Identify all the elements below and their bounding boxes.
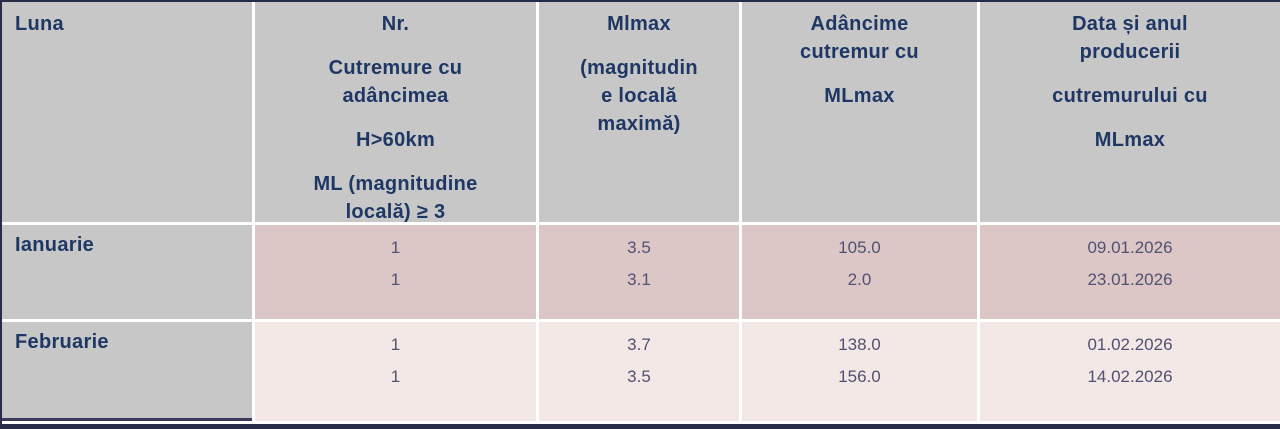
header-line: Nr. — [381, 13, 410, 35]
cell-ianuarie-depth: 105.0 2.0 — [742, 225, 977, 319]
column-header-nr-cutremure: Nr. Cutremure cu adâncimea H>60km ML (ma… — [255, 2, 536, 222]
cell-ianuarie-nr: 1 1 — [255, 225, 536, 319]
value-nr: 1 — [390, 335, 401, 354]
value-depth: 138.0 — [838, 335, 881, 354]
header-line: Luna — [15, 13, 64, 35]
value-depth: 156.0 — [838, 367, 881, 386]
value-nr: 1 — [390, 270, 401, 289]
value-date: 09.01.2026 — [1087, 238, 1173, 257]
header-line: (magnitudin — [580, 57, 698, 79]
header-line: H>60km — [355, 129, 436, 151]
cell-ianuarie-mlmax: 3.5 3.1 — [539, 225, 739, 319]
cell-februarie-mlmax: 3.7 3.5 — [539, 322, 739, 421]
header-line: Adâncime — [810, 13, 909, 35]
cell-februarie-depth: 138.0 156.0 — [742, 322, 977, 421]
value-depth: 105.0 — [838, 238, 881, 257]
cell-februarie-nr: 1 1 — [255, 322, 536, 421]
cell-februarie-date: 01.02.2026 14.02.2026 — [980, 322, 1280, 421]
column-header-luna: Luna — [2, 2, 252, 222]
header-line: cutremur cu — [800, 41, 919, 63]
month-label-februarie: Februarie — [2, 322, 252, 421]
header-line: adâncimea — [342, 85, 449, 107]
value-date: 23.01.2026 — [1087, 270, 1173, 289]
header-line: cutremurului cu — [1052, 85, 1208, 107]
value-date: 01.02.2026 — [1087, 335, 1173, 354]
header-line: MLmax — [824, 85, 895, 107]
value-mlmax: 3.5 — [627, 367, 651, 386]
header-line: Mlmax — [607, 13, 671, 35]
header-line: locală) ≥ 3 — [345, 201, 446, 222]
cell-ianuarie-date: 09.01.2026 23.01.2026 — [980, 225, 1280, 319]
value-mlmax: 3.7 — [627, 335, 651, 354]
value-mlmax: 3.1 — [627, 270, 651, 289]
value-date: 14.02.2026 — [1087, 367, 1173, 386]
column-header-data-anul: Data și anul producerii cutremurului cu … — [980, 2, 1280, 222]
header-line: Data și anul — [1072, 13, 1188, 35]
header-line: producerii — [1079, 41, 1181, 63]
table-grid: Luna Nr. Cutremure cu adâncimea H>60km M… — [2, 2, 1280, 421]
value-mlmax: 3.5 — [627, 238, 651, 257]
value-depth: 2.0 — [847, 270, 872, 289]
header-line: maximă) — [597, 113, 681, 135]
header-line: Cutremure cu — [328, 57, 463, 79]
header-line: MLmax — [1094, 129, 1166, 151]
value-nr: 1 — [390, 238, 401, 257]
value-nr: 1 — [390, 367, 401, 386]
column-header-adancime: Adâncime cutremur cu MLmax — [742, 2, 977, 222]
bottom-edge-bar — [2, 424, 1280, 429]
header-line: ML (magnitudine — [313, 173, 478, 195]
column-header-mlmax: Mlmax (magnitudin e locală maximă) — [539, 2, 739, 222]
header-line: e locală — [601, 85, 677, 107]
month-label-ianuarie: Ianuarie — [2, 225, 252, 319]
